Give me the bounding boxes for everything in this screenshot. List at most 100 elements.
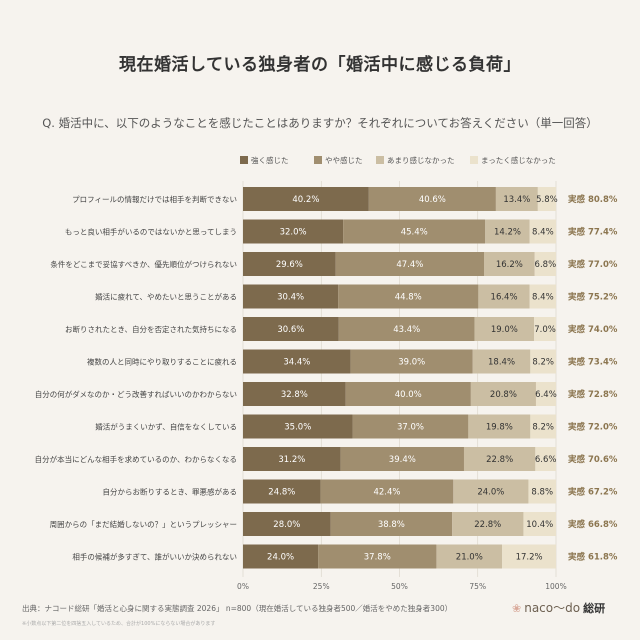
- bar-segment: [243, 414, 353, 439]
- bar-segment: [330, 512, 453, 536]
- value-label: 19.0%: [491, 325, 518, 335]
- total-label: 実感 61.8%: [568, 552, 618, 563]
- total-label: 実感 73.4%: [568, 357, 618, 368]
- value-label: 31.2%: [278, 455, 305, 465]
- value-label: 32.0%: [280, 228, 307, 238]
- legend-item-somewhat: やや感じた: [314, 155, 363, 166]
- value-label: 40.6%: [419, 195, 446, 205]
- x-tick-label: 25%: [313, 582, 330, 591]
- x-tick-label: 50%: [391, 582, 408, 591]
- value-label: 20.8%: [490, 390, 517, 400]
- legend-swatch: [240, 156, 248, 164]
- total-label: 実感 75.2%: [568, 292, 618, 303]
- bar-segment: [343, 219, 486, 244]
- value-label: 8.2%: [532, 423, 554, 433]
- total-label: 実感 70.6%: [568, 454, 618, 465]
- bar-segment: [468, 414, 531, 439]
- value-label: 39.0%: [398, 358, 425, 368]
- bar-segment: [534, 252, 556, 276]
- value-label: 18.4%: [488, 358, 515, 368]
- total-label: 実感 72.0%: [568, 422, 618, 433]
- value-label: 37.8%: [364, 553, 391, 563]
- legend-swatch: [470, 156, 478, 164]
- value-label: 6.6%: [535, 455, 557, 465]
- bar-segment: [463, 447, 536, 471]
- bar-segment: [470, 382, 536, 406]
- legend-swatch: [314, 156, 322, 164]
- bar-segment: [320, 479, 454, 504]
- x-tick-label: 100%: [545, 582, 566, 591]
- bar-segment: [352, 414, 469, 439]
- chart-legend: 強く感じた やや感じた あまり感じなかった まったく感じなかった: [240, 155, 570, 169]
- bar-segment: [243, 187, 369, 211]
- value-label: 24.0%: [477, 488, 504, 498]
- category-label: 条件をどこまで妥協すべきか、優先順位がつけられない: [50, 259, 237, 269]
- value-label: 10.4%: [526, 520, 553, 530]
- value-label: 8.2%: [532, 358, 554, 368]
- value-label: 16.2%: [496, 260, 523, 270]
- bar-segment: [436, 544, 503, 569]
- bar-segment: [529, 219, 556, 244]
- bar-segment: [243, 252, 336, 276]
- category-label: 周囲からの「まだ結婚しないの？」というプレッシャー: [50, 519, 237, 529]
- bar-segment: [523, 512, 556, 536]
- bar-segment: [243, 317, 339, 341]
- category-label: 相手の候補が多すぎて、誰がいいか決められない: [72, 551, 237, 561]
- bar-segment: [535, 382, 556, 406]
- bar-segment: [243, 447, 341, 471]
- value-label: 28.0%: [273, 520, 300, 530]
- value-label: 39.4%: [389, 455, 416, 465]
- total-label: 実感 66.8%: [568, 519, 618, 530]
- legend-label: 強く感じた: [251, 156, 289, 165]
- heart-icon: ❀: [512, 602, 522, 615]
- bar-segment: [243, 382, 346, 406]
- value-label: 24.8%: [268, 488, 295, 498]
- brand-logo: ❀ naco〜do 総研: [512, 599, 605, 616]
- total-label: 実感 72.8%: [568, 389, 618, 400]
- value-label: 30.6%: [277, 325, 304, 335]
- bar-segment: [474, 317, 535, 341]
- bar-segment: [502, 544, 556, 569]
- total-label: 実感 80.8%: [568, 194, 618, 205]
- bar-segment: [534, 317, 556, 341]
- x-tick-label: 75%: [469, 582, 486, 591]
- x-tick-label: 0%: [237, 582, 249, 591]
- category-label: 自分の何がダメなのか・どう改善すればいいのかわからない: [35, 389, 237, 399]
- source-footnote: 出典：ナコード総研「婚活と心身に関する実態調査 2026」 n=800（現在婚活…: [22, 604, 453, 613]
- value-label: 19.8%: [486, 423, 513, 433]
- category-label: プロフィールの情報だけでは相手を判断できない: [72, 194, 237, 204]
- value-label: 38.8%: [378, 520, 405, 530]
- bar-segment: [530, 414, 556, 439]
- bar-segment: [478, 284, 530, 309]
- value-label: 37.0%: [397, 423, 424, 433]
- bar-segment: [528, 479, 556, 504]
- value-label: 40.0%: [395, 390, 422, 400]
- value-label: 35.0%: [284, 423, 311, 433]
- total-label: 実感 77.4%: [568, 227, 618, 238]
- value-label: 14.2%: [494, 228, 521, 238]
- value-label: 16.4%: [491, 293, 518, 303]
- legend-swatch: [376, 156, 384, 164]
- value-label: 24.0%: [267, 553, 294, 563]
- page-title: 現在婚活している独身者の「婚活中に感じる負荷」: [119, 55, 521, 75]
- value-label: 7.0%: [534, 325, 556, 335]
- value-label: 47.4%: [396, 260, 423, 270]
- bar-segment: [535, 447, 556, 471]
- value-label: 17.2%: [516, 553, 543, 563]
- value-label: 5.8%: [536, 195, 558, 205]
- value-label: 8.8%: [531, 488, 553, 498]
- bar-segment: [453, 479, 529, 504]
- bar-segment: [484, 252, 535, 276]
- value-label: 32.8%: [281, 390, 308, 400]
- legend-item-not-at-all: まったく感じなかった: [470, 155, 556, 166]
- total-label: 実感 77.0%: [568, 259, 618, 270]
- value-label: 45.4%: [401, 228, 428, 238]
- category-label: 複数の人と同時にやり取りすることに疲れる: [87, 356, 237, 366]
- value-label: 44.8%: [395, 293, 422, 303]
- legend-label: やや感じた: [325, 156, 363, 165]
- bar-segment: [345, 382, 471, 406]
- bar-segment: [472, 349, 531, 374]
- bar-segment: [350, 349, 473, 374]
- category-label: 婚活がうまくいかず、自信をなくしている: [95, 421, 237, 431]
